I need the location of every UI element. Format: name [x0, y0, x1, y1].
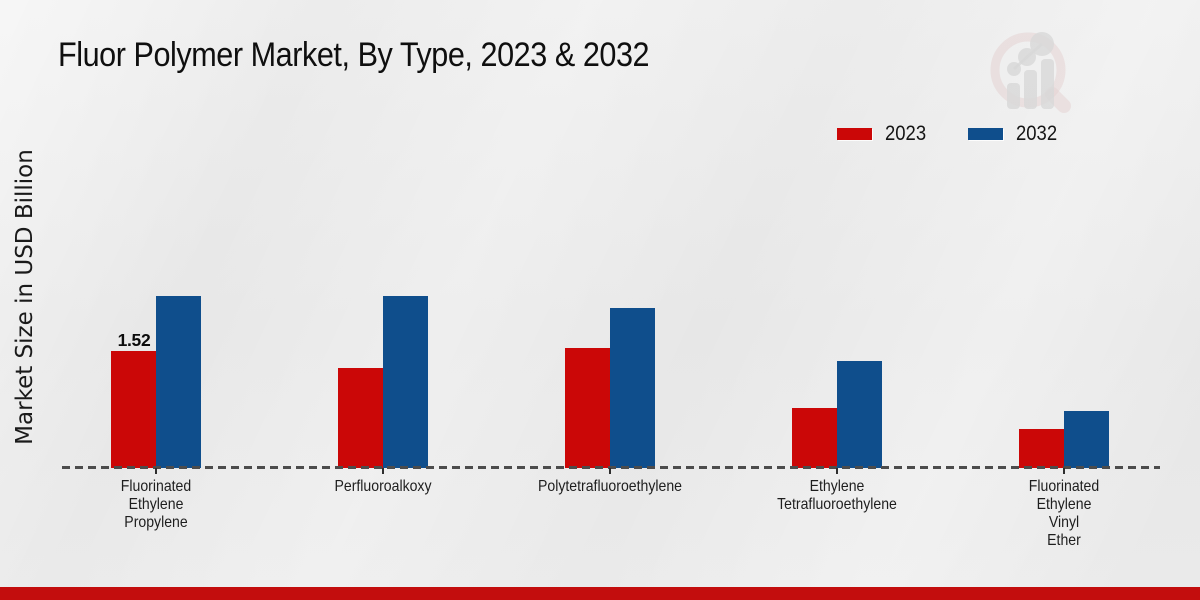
legend-swatch-2032 — [967, 128, 1003, 140]
category-label-text: Polytetrafluoroethylene — [537, 478, 683, 495]
logo-bar-icon — [1007, 83, 1020, 109]
category-label: Ethylene Tetrafluoroethylene — [769, 478, 905, 514]
x-axis-tick — [382, 468, 384, 474]
x-axis-tick — [609, 468, 611, 474]
bar-2032-category-3 — [610, 308, 655, 468]
category-label: Fluorinated Ethylene Vinyl Ether — [1024, 478, 1104, 550]
bar-2023-category-1 — [111, 351, 156, 468]
bar-2023-category-4 — [792, 408, 837, 468]
bar-2023-category-5 — [1019, 429, 1064, 468]
bar-2032-category-5 — [1064, 411, 1109, 468]
logo-trendline-icon — [1012, 42, 1043, 71]
logo-dot-icon — [1007, 62, 1021, 76]
logo-dot-icon — [1030, 32, 1054, 56]
chart-title: Fluor Polymer Market, By Type, 2023 & 20… — [58, 36, 650, 74]
category-label-text: Fluorinated Ethylene Vinyl Ether — [1028, 478, 1100, 549]
bar-value-label: 1.52 — [117, 330, 151, 350]
category-label: Fluorinated Ethylene Propylene — [116, 478, 196, 532]
category-label-text: Perfluoroalkoxy — [334, 478, 432, 495]
legend-swatch-2023 — [837, 128, 872, 140]
legend-label: 2032 — [1015, 122, 1057, 145]
x-axis-tick — [155, 468, 157, 474]
bar-2023-category-3 — [565, 348, 610, 468]
footer-accent-bar — [0, 587, 1200, 600]
magnifier-ring-icon — [990, 32, 1066, 108]
magnifier-handle-icon — [1045, 87, 1071, 113]
bar-2023-category-2 — [338, 368, 383, 468]
category-label: Perfluoroalkoxy — [328, 478, 438, 496]
bar-2032-category-4 — [837, 361, 882, 468]
logo-bar-icon — [1024, 70, 1037, 109]
x-axis-tick — [1063, 468, 1065, 474]
category-label-text: Fluorinated Ethylene Propylene — [120, 478, 192, 531]
y-axis-label: Market Size in USD Billion — [12, 149, 38, 445]
category-label: Polytetrafluoroethylene — [528, 478, 692, 496]
mrfr-logo-watermark — [990, 32, 1071, 113]
bar-2032-category-2 — [383, 296, 428, 468]
legend-item-2023: 2023 — [837, 122, 932, 146]
legend: 2023 2032 — [837, 122, 1062, 146]
legend-item-2032: 2032 — [967, 122, 1063, 146]
logo-bar-icon — [1041, 59, 1054, 109]
x-axis-tick — [836, 468, 838, 474]
category-label-text: Ethylene Tetrafluoroethylene — [777, 478, 897, 513]
logo-dot-icon — [1018, 48, 1036, 66]
bar-2032-category-1 — [156, 296, 201, 468]
x-axis-baseline — [62, 466, 1160, 469]
legend-label: 2023 — [885, 122, 927, 145]
